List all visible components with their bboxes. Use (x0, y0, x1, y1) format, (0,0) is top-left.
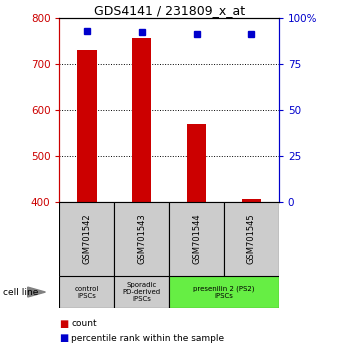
Text: ■: ■ (59, 319, 69, 329)
Bar (77, 50, 97, 202)
Bar (169, 202, 224, 276)
Polygon shape (28, 287, 46, 297)
Bar (59, 202, 114, 276)
Text: percentile rank within the sample: percentile rank within the sample (71, 333, 224, 343)
Text: ■: ■ (59, 333, 69, 343)
Text: GSM701542: GSM701542 (82, 213, 91, 264)
Text: GSM701545: GSM701545 (247, 213, 256, 264)
Text: count: count (71, 319, 97, 329)
Bar (114, 276, 169, 308)
Text: Sporadic
PD-derived
iPSCs: Sporadic PD-derived iPSCs (123, 282, 161, 302)
Bar (187, 125, 206, 202)
Title: GDS4141 / 231809_x_at: GDS4141 / 231809_x_at (94, 4, 245, 17)
Text: GSM701543: GSM701543 (137, 213, 146, 264)
Text: control
IPSCs: control IPSCs (75, 286, 99, 298)
Bar (169, 276, 279, 308)
Text: GSM701544: GSM701544 (192, 213, 201, 264)
Text: presenilin 2 (PS2)
iPSCs: presenilin 2 (PS2) iPSCs (193, 285, 255, 299)
Bar (114, 202, 169, 276)
Bar (59, 276, 114, 308)
Text: cell line: cell line (3, 287, 39, 297)
Bar (242, 200, 261, 202)
Bar (224, 202, 279, 276)
Bar (132, 38, 151, 202)
